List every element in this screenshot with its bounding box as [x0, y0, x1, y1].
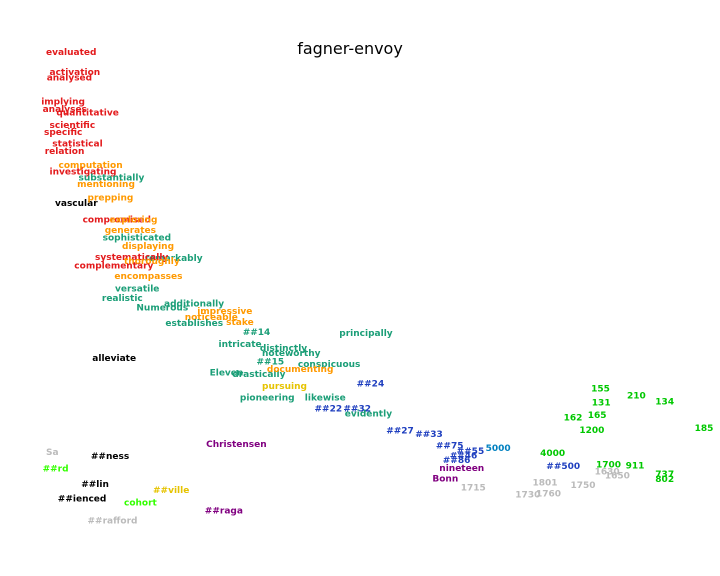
point-label: 737	[655, 470, 674, 480]
point-label: ##22	[315, 404, 343, 414]
point-label: activation	[50, 68, 101, 78]
point-label: drastically	[232, 370, 285, 380]
point-label: analyses	[43, 105, 87, 115]
point-label: vascular	[55, 199, 98, 209]
point-label: 1801	[533, 479, 558, 489]
point-label: intricate	[219, 340, 262, 350]
point-label: versatile	[115, 285, 159, 295]
point-label: ##33	[415, 430, 443, 440]
point-label: principally	[339, 329, 392, 339]
point-label: likewise	[305, 394, 346, 404]
point-label: documenting	[267, 365, 334, 375]
point-label: ##86	[443, 456, 471, 466]
point-label: ##rafford	[88, 517, 138, 527]
point-label: ##ienced	[58, 494, 107, 504]
point-label: noticeable	[185, 313, 238, 323]
point-label: scientific	[50, 121, 96, 131]
point-label: 802	[655, 475, 674, 485]
point-label: 1200	[579, 426, 604, 436]
point-label: sophisticated	[103, 234, 171, 244]
point-label: substantially	[79, 174, 145, 184]
point-label: 1750	[571, 481, 596, 491]
point-label: pioneering	[240, 394, 295, 404]
point-label: ##rd	[43, 465, 69, 475]
point-label: Christensen	[206, 440, 267, 450]
point-label: prepping	[88, 194, 134, 204]
point-label: ##27	[386, 427, 414, 437]
point-label: 1730	[515, 491, 540, 501]
point-label: realistic	[102, 294, 143, 304]
point-label: specific	[44, 128, 82, 138]
point-label: generates	[105, 226, 156, 236]
point-label: 134	[655, 397, 674, 407]
point-label: ##46	[450, 451, 478, 461]
point-label: 165	[588, 411, 607, 421]
point-label: 1760	[536, 490, 561, 500]
point-label: complementary	[74, 261, 153, 271]
point-label: quantitative	[56, 108, 118, 118]
point-label: displaying	[122, 242, 174, 252]
point-label: conspicuous	[298, 360, 361, 370]
point-label: 1700	[596, 460, 621, 470]
point-label: 1715	[461, 484, 486, 494]
point-label: statistical	[52, 140, 102, 150]
point-label: 185	[695, 424, 714, 434]
point-label: Eleven	[210, 369, 244, 379]
point-label: stake	[226, 318, 254, 328]
point-label: systematically	[95, 253, 168, 263]
point-label: 4000	[540, 449, 565, 459]
point-label: remarkably	[145, 254, 203, 264]
point-label: ##14	[243, 328, 271, 338]
point-label: ##55	[457, 447, 485, 457]
point-label: evaluated	[46, 48, 96, 58]
point-label: Numerous	[136, 303, 188, 313]
point-label: ##500	[546, 462, 580, 472]
point-label: ##32	[343, 404, 371, 414]
point-label: encompasses	[114, 272, 182, 282]
point-label: alleviate	[92, 354, 136, 364]
point-label: Bonn	[432, 475, 458, 485]
point-label: thoroughly	[124, 257, 180, 267]
point-label: additionally	[164, 299, 224, 309]
point-label: nineteen	[439, 464, 484, 474]
point-label: 210	[627, 392, 646, 402]
point-label: relation	[45, 147, 85, 157]
point-label: 155	[591, 385, 610, 395]
point-label: ##ville	[153, 486, 189, 496]
point-label: implying	[41, 97, 85, 107]
point-label: computation	[59, 161, 123, 171]
point-label: 1630	[595, 468, 620, 478]
chart-title: fagner-envoy	[297, 39, 403, 58]
point-label: ##75	[436, 442, 464, 452]
point-label: analysed	[47, 74, 92, 84]
point-label: establishes	[165, 319, 223, 329]
point-label: ##ness	[91, 452, 129, 462]
point-label: impressive	[197, 307, 252, 317]
point-label: 131	[592, 398, 611, 408]
point-label: noteworthy	[262, 349, 321, 359]
point-label: 5000	[486, 444, 511, 454]
point-label: cohort	[124, 498, 158, 508]
point-label: mentioning	[77, 180, 135, 190]
point-label: pursuing	[262, 382, 307, 392]
point-label: compromised	[83, 215, 151, 225]
point-label: ##raga	[205, 506, 243, 516]
point-label: 162	[564, 413, 583, 423]
point-label: evidently	[345, 409, 392, 419]
point-label: ##24	[357, 380, 385, 390]
point-label: ##lin	[81, 480, 109, 490]
point-label: 911	[626, 461, 645, 471]
point-label: investigating	[50, 168, 117, 178]
point-label: exploring	[110, 215, 158, 225]
point-label: distinctly	[260, 344, 307, 354]
point-label: 1650	[605, 472, 630, 482]
point-label: Sa	[46, 448, 59, 458]
point-label: ##15	[257, 357, 285, 367]
